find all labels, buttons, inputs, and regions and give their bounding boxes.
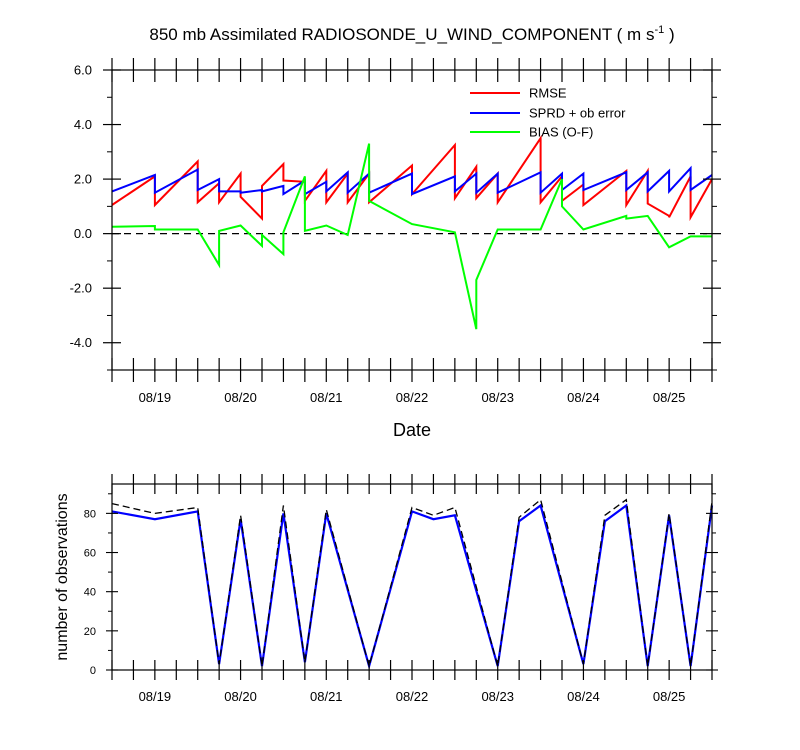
x-tick-label: 08/23 <box>481 689 514 704</box>
y-tick-label: 80 <box>84 508 96 520</box>
y-tick-label: 0.0 <box>74 226 92 241</box>
x-tick-label: 08/19 <box>139 390 172 405</box>
y-tick-label: 20 <box>84 626 96 638</box>
bottom-panel: 0 20 40 60 80 08/19 08/20 08/21 08/22 08/23 08/24 0… <box>84 474 718 704</box>
y-tick-label: 2.0 <box>74 172 92 187</box>
y-tick-label: 4.0 <box>74 117 92 132</box>
y-tick-label: 60 <box>84 548 96 560</box>
bottom-y-axis-label: number of observations <box>54 493 71 660</box>
x-tick-label: 08/23 <box>481 390 514 405</box>
x-tick-label: 08/21 <box>310 390 343 405</box>
series-line-sprd-ob-error <box>111 165 713 196</box>
chart-title-end: ) <box>664 25 674 44</box>
chart-title-main: 850 mb Assimilated RADIOSONDE_U_WIND_COM… <box>149 25 654 44</box>
x-tick-label: 08/20 <box>224 689 257 704</box>
y-tick-label: -2.0 <box>70 281 92 296</box>
x-tick-label: 08/24 <box>567 689 600 704</box>
x-tick-label: 08/21 <box>310 689 343 704</box>
x-tick-label: 08/25 <box>653 689 686 704</box>
legend-label: BIAS (O-F) <box>529 125 593 140</box>
y-tick-label: 6.0 <box>74 63 92 78</box>
top-panel: -4.0 -2.0 0.0 2.0 4.0 6.0 08/19 08/20 08/21 08/22… <box>70 58 721 405</box>
x-tick-label: 08/22 <box>396 689 429 704</box>
x-tick-label: 08/24 <box>567 390 600 405</box>
x-tick-label: 08/20 <box>224 390 257 405</box>
chart-title: 850 mb Assimilated RADIOSONDE_U_WIND_COM… <box>149 24 674 44</box>
x-tick-label: 08/19 <box>139 689 172 704</box>
series-line-bias-o-f- <box>111 143 712 330</box>
obs-line-assimilated <box>111 503 714 671</box>
chart-title-superscript: -1 <box>654 24 664 36</box>
y-tick-label: 40 <box>84 587 96 599</box>
legend-label: SPRD + ob error <box>529 106 626 121</box>
y-tick-label: 0 <box>90 665 96 677</box>
y-tick-label: -4.0 <box>70 335 92 350</box>
legend-label: RMSE <box>529 86 567 101</box>
legend: RMSE SPRD + ob error BIAS (O-F) <box>470 86 626 140</box>
x-tick-label: 08/25 <box>653 390 686 405</box>
obs-line-total <box>111 498 713 669</box>
x-tick-label: 08/22 <box>396 390 429 405</box>
top-x-axis-label: Date <box>393 420 431 440</box>
